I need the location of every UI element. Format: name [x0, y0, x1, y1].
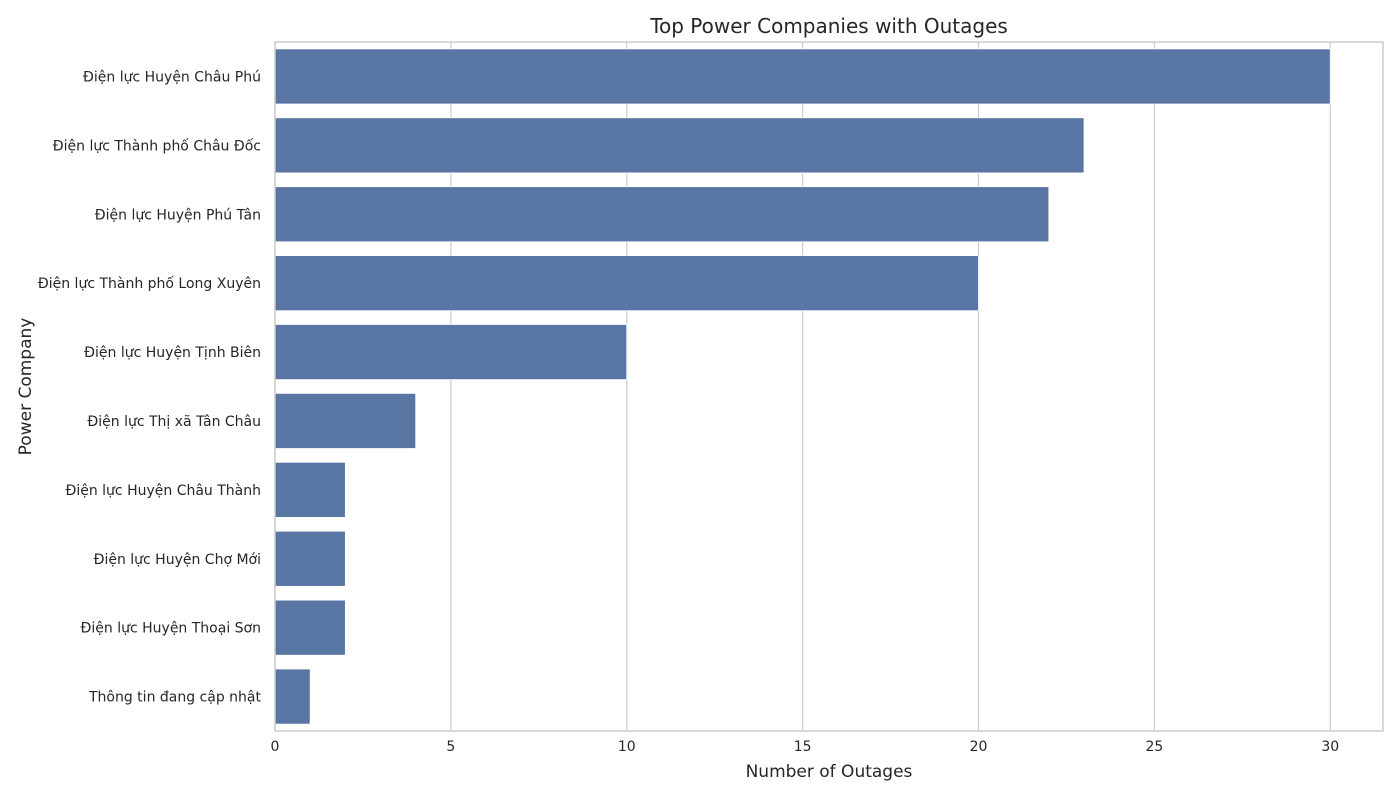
bar — [274, 255, 979, 312]
y-tick-label: Điện lực Thị xã Tân Châu — [87, 414, 261, 430]
x-tick-labels: 0 5 10 15 20 25 30 — [271, 739, 1340, 755]
x-tick-label: 15 — [794, 739, 812, 755]
y-tick-labels: Điện lực Huyện Châu Phú Điện lực Thành ph… — [38, 69, 262, 705]
x-tick-label: 10 — [618, 739, 636, 755]
y-tick-label: Thông tin đang cập nhật — [88, 690, 262, 706]
bars — [274, 48, 1331, 725]
bar — [274, 530, 346, 587]
plot-frame — [274, 41, 1384, 732]
y-axis-label: Power Company — [16, 318, 36, 456]
x-axis-label: Number of Outages — [746, 762, 913, 782]
chart-title: Top Power Companies with Outages — [649, 14, 1008, 38]
y-tick-label: Điện lực Thành phố Long Xuyên — [38, 275, 261, 292]
x-tick-label: 30 — [1321, 739, 1339, 755]
bar — [274, 599, 346, 656]
y-tick-label: Điện lực Thành phố Châu Đốc — [53, 137, 261, 154]
x-tick-label: 25 — [1145, 739, 1163, 755]
bar — [274, 117, 1085, 174]
y-tick-label: Điện lực Huyện Tịnh Biên — [84, 345, 261, 361]
y-tick-label: Điện lực Huyện Châu Thành — [65, 483, 261, 499]
x-tick-label: 20 — [970, 739, 988, 755]
y-tick-label: Điện lực Huyện Châu Phú — [83, 69, 261, 85]
y-tick-label: Điện lực Huyện Thoại Sơn — [81, 621, 261, 637]
bar — [274, 48, 1331, 105]
x-tick-label: 5 — [446, 739, 455, 755]
bar — [274, 461, 346, 518]
bar — [274, 668, 311, 725]
bar — [274, 186, 1050, 243]
bar — [274, 392, 417, 449]
y-tick-label: Điện lực Huyện Chợ Mới — [94, 552, 261, 568]
x-tick-label: 0 — [271, 739, 280, 755]
bar — [274, 324, 628, 381]
y-tick-label: Điện lực Huyện Phú Tân — [95, 207, 261, 223]
